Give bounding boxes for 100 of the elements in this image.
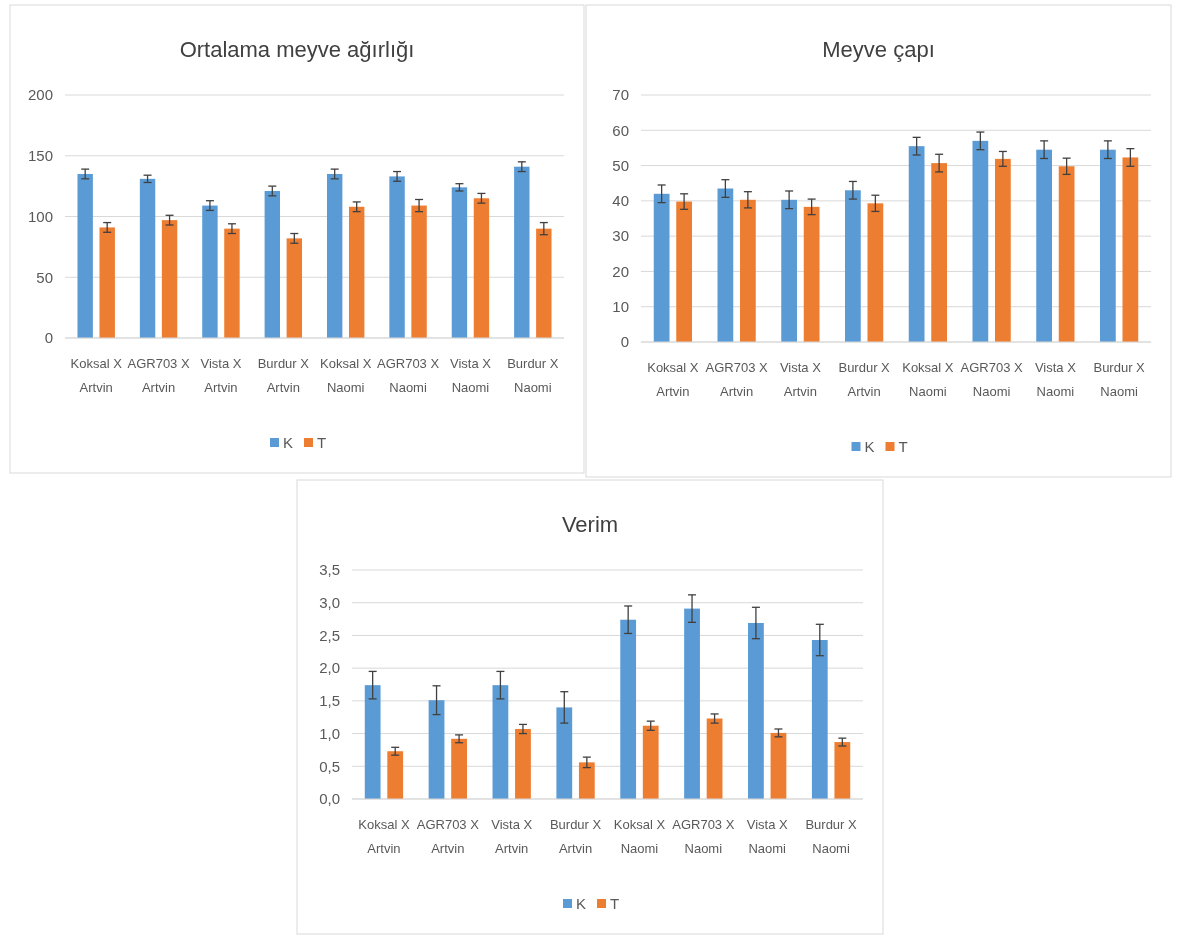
bar	[676, 201, 692, 342]
bar	[748, 623, 764, 799]
x-tick-label: Burdur X Naomi	[507, 356, 559, 395]
y-tick-label: 60	[612, 121, 629, 139]
chart-title: Ortalama meyve ağırlığı	[179, 37, 415, 62]
bar	[908, 146, 925, 342]
bar	[845, 190, 861, 342]
y-tick-label: 2,5	[319, 626, 340, 644]
legend-label: K	[576, 895, 587, 913]
y-tick-label: 200	[27, 86, 53, 104]
x-tick-label: AGR703 X Naomi	[960, 360, 1024, 399]
x-tick-label: Burdur X Artvin	[549, 817, 602, 856]
bar	[867, 203, 884, 342]
legend-label: T	[317, 434, 327, 452]
chart-title: Verim	[561, 512, 619, 537]
bar	[473, 198, 490, 338]
x-tick-label: Vista X Naomi	[449, 356, 492, 395]
bar	[451, 738, 467, 799]
legend-label: K	[283, 434, 294, 452]
bar	[1122, 157, 1139, 342]
legend-label: T	[610, 895, 620, 913]
x-tick-label: Vista X Artvin	[779, 360, 822, 399]
bar	[139, 178, 156, 338]
y-tick-label: 30	[612, 227, 629, 245]
bar	[224, 228, 240, 338]
y-tick-label: 100	[27, 207, 53, 225]
x-tick-label: Burdur X Artvin	[838, 360, 891, 399]
x-tick-label: AGR703 X Artvin	[127, 356, 190, 395]
bar	[684, 608, 700, 799]
bar	[492, 685, 509, 799]
y-tick-label: 50	[612, 156, 629, 174]
bar	[536, 228, 552, 338]
bar	[514, 166, 530, 338]
y-tick-label: 2,0	[319, 659, 340, 677]
bar	[556, 707, 573, 799]
legend-label: K	[864, 438, 875, 456]
bar	[1036, 149, 1052, 342]
legend-label: T	[898, 438, 908, 456]
x-tick-label: Koksal X Artvin	[647, 360, 699, 399]
x-tick-label: AGR703 X Artvin	[705, 360, 769, 399]
y-tick-label: 10	[612, 297, 629, 315]
y-tick-label: 0	[620, 333, 629, 351]
y-tick-label: 1,0	[319, 724, 340, 742]
bar	[389, 176, 405, 338]
y-tick-label: 40	[612, 192, 629, 210]
bar	[1058, 166, 1075, 342]
bar	[411, 205, 427, 338]
x-tick-label: Vista X Naomi	[1034, 360, 1077, 399]
bar	[931, 163, 947, 342]
x-tick-label: Koksal X Artvin	[358, 817, 410, 856]
bar	[811, 640, 828, 799]
x-tick-label: Koksal X Artvin	[70, 356, 123, 395]
bar	[740, 199, 756, 342]
bar	[161, 220, 178, 338]
bar	[202, 205, 218, 338]
x-tick-label: Burdur X Artvin	[257, 356, 310, 395]
bar	[770, 732, 787, 799]
x-tick-label: Koksal X Naomi	[613, 817, 666, 856]
y-tick-label: 0,5	[319, 757, 340, 775]
bar	[834, 742, 851, 799]
bar	[578, 762, 595, 799]
x-tick-label: Vista X Naomi	[746, 817, 788, 856]
y-tick-label: 0	[44, 329, 53, 347]
bar	[326, 173, 343, 338]
bar	[77, 173, 93, 338]
y-tick-label: 0,0	[319, 790, 340, 808]
bar	[620, 619, 637, 799]
bar	[348, 206, 365, 338]
bar	[1100, 149, 1116, 342]
x-tick-label: AGR703 X Artvin	[416, 817, 480, 856]
bar	[515, 728, 531, 799]
x-tick-label: AGR703 X Naomi	[672, 817, 735, 856]
x-tick-label: Vista X Artvin	[491, 817, 533, 856]
bar	[264, 190, 281, 338]
x-tick-label: Koksal X Naomi	[902, 360, 954, 399]
x-tick-label: AGR703 X Naomi	[376, 356, 440, 395]
bar	[286, 238, 303, 338]
x-tick-label: Vista X Artvin	[200, 356, 242, 395]
x-tick-label: Burdur X Naomi	[805, 817, 858, 856]
bar	[428, 700, 445, 799]
y-tick-label: 20	[612, 262, 629, 280]
bar	[706, 718, 723, 799]
bar	[387, 751, 404, 799]
x-tick-label: Koksal X Naomi	[320, 356, 372, 395]
y-tick-label: 50	[36, 268, 53, 286]
y-tick-label: 1,5	[319, 692, 340, 710]
bar	[717, 188, 734, 342]
bar	[781, 199, 797, 342]
bar	[451, 187, 468, 338]
bar	[803, 206, 820, 342]
x-tick-label: Burdur X Naomi	[1093, 360, 1146, 399]
y-tick-label: 3,5	[319, 561, 340, 579]
bar	[364, 685, 381, 799]
chart-title: Meyve çapı	[822, 37, 935, 62]
y-tick-label: 3,0	[319, 593, 340, 611]
bar	[99, 227, 115, 338]
bar	[995, 158, 1011, 342]
bar	[642, 725, 659, 799]
y-tick-label: 70	[612, 86, 629, 104]
bar	[653, 193, 670, 342]
